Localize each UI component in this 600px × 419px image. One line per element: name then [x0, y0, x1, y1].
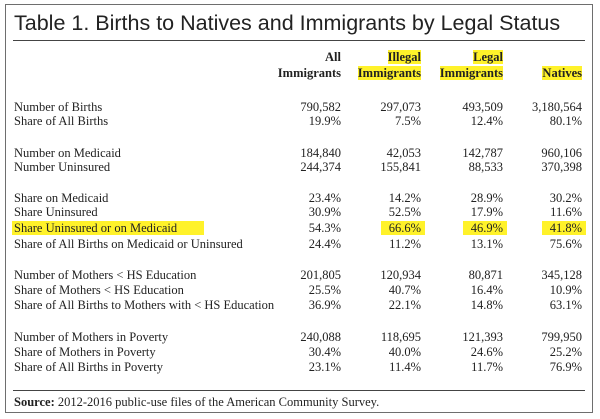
row-label: Share of All Births — [14, 114, 109, 128]
table-cell: 799,950 — [541, 330, 582, 344]
table-cell: 11.2% — [389, 237, 421, 251]
highlight-cell-bg — [542, 221, 586, 235]
table-cell: 121,393 — [462, 330, 503, 344]
table-cell: 14.2% — [388, 191, 421, 205]
table-cell: 75.6% — [549, 237, 582, 251]
column-header-1-line2: Immigrants — [277, 66, 341, 80]
table-cell: 184,840 — [300, 146, 341, 160]
title-divider — [13, 40, 585, 41]
table-cell: 46.9% — [470, 221, 503, 235]
column-header-1-line1: All — [325, 50, 341, 64]
table-cell: 28.9% — [470, 191, 503, 205]
table-cell: 80,871 — [468, 268, 503, 282]
table-cell: 23.4% — [308, 191, 341, 205]
highlight-cell-bg — [381, 221, 425, 235]
data-table: All Immigrants Illegal Immigrants Legal Immig… — [6, 5, 592, 412]
table-cell: 118,695 — [380, 330, 421, 344]
table-cell: 17.9% — [470, 205, 503, 219]
table-cell: 244,374 — [300, 160, 341, 174]
table-cell: 155,841 — [380, 160, 421, 174]
row-label: Share of All Births in Poverty — [14, 360, 163, 374]
row-label: Number of Births — [14, 100, 103, 114]
row-label: Number of Mothers in Poverty — [14, 330, 169, 344]
row-label: Share of All Births to Mothers with < HS… — [14, 298, 275, 312]
table-cell: 40.0% — [388, 345, 421, 359]
table-cell: 11.4% — [389, 360, 421, 374]
source-label: Source: — [14, 395, 55, 409]
table-cell: 42,053 — [386, 146, 421, 160]
table-cell: 16.4% — [470, 283, 503, 297]
column-header-4-line2: Natives — [542, 66, 582, 80]
table-cell: 12.4% — [470, 114, 503, 128]
table-cell: 63.1% — [549, 298, 582, 312]
table-cell: 40.7% — [388, 283, 421, 297]
table-cell: 13.1% — [470, 237, 503, 251]
table-cell: 76.9% — [549, 360, 582, 374]
table-cell: 66.6% — [388, 221, 421, 235]
column-header-2-line2: Immigrants — [357, 66, 421, 80]
table-cell: 10.9% — [549, 283, 582, 297]
table-cell: 7.5% — [394, 114, 421, 128]
row-label: Number of Mothers < HS Education — [14, 268, 197, 282]
table-cell: 493,509 — [462, 100, 503, 114]
row-label: Share of Mothers < HS Education — [14, 283, 184, 297]
table-cell: 297,073 — [380, 100, 421, 114]
table-cell: 240,088 — [300, 330, 341, 344]
source-text: 2012-2016 public-use files of the Americ… — [54, 395, 380, 409]
table-cell: 960,106 — [541, 146, 582, 160]
table-title: Table 1. Births to Natives and Immigrant… — [14, 11, 561, 35]
table-cell: 120,934 — [380, 268, 421, 282]
table-cell: 142,787 — [462, 146, 503, 160]
row-label: Share of All Births on Medicaid or Unins… — [14, 237, 243, 251]
table-cell: 201,805 — [300, 268, 341, 282]
table-cell: 24.6% — [470, 345, 503, 359]
table-cell: 22.1% — [388, 298, 421, 312]
table-cell: 30.4% — [308, 345, 341, 359]
table-cell: 11.6% — [550, 205, 582, 219]
table-cell: 11.7% — [471, 360, 503, 374]
column-header-2-line1: Illegal — [387, 50, 421, 64]
row-label: Share of Mothers in Poverty — [14, 345, 156, 359]
row-label: Share on Medicaid — [14, 191, 109, 205]
table-cell: 54.3% — [308, 221, 341, 235]
row-label: Share Uninsured or on Medicaid — [14, 221, 178, 235]
source-footnote: Source: 2012-2016 public-use files of th… — [14, 395, 379, 410]
table-cell: 30.9% — [308, 205, 341, 219]
table-cell: 25.5% — [308, 283, 341, 297]
table-cell: 24.4% — [308, 237, 341, 251]
table-frame: Table 1. Births to Natives and Immigrant… — [5, 4, 593, 413]
footnote-divider — [13, 390, 585, 391]
table-cell: 52.5% — [388, 205, 421, 219]
highlight-cell-bg — [463, 221, 507, 235]
table-cell: 36.9% — [308, 298, 341, 312]
table-cell: 790,582 — [300, 100, 341, 114]
column-header-3-line2: Immigrants — [439, 66, 503, 80]
table-cell: 345,128 — [541, 268, 582, 282]
column-header-3-line1: Legal — [473, 50, 503, 64]
table-cell: 370,398 — [541, 160, 582, 174]
table-cell: 80.1% — [549, 114, 582, 128]
row-label: Number on Medicaid — [14, 146, 121, 160]
row-label: Number Uninsured — [14, 160, 111, 174]
table-cell: 30.2% — [549, 191, 582, 205]
table-cell: 41.8% — [549, 221, 582, 235]
highlight-row-label-bg — [12, 221, 204, 235]
table-cell: 88,533 — [468, 160, 503, 174]
table-cell: 14.8% — [470, 298, 503, 312]
table-cell: 25.2% — [549, 345, 582, 359]
table-cell: 19.9% — [308, 114, 341, 128]
table-cell: 23.1% — [308, 360, 341, 374]
row-label: Share Uninsured — [14, 205, 98, 219]
table-cell: 3,180,564 — [532, 100, 582, 114]
